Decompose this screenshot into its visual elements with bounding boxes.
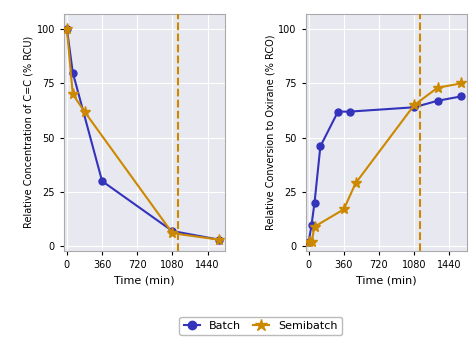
X-axis label: Time (min): Time (min) — [356, 275, 417, 285]
X-axis label: Time (min): Time (min) — [114, 275, 175, 285]
Legend: Batch, Semibatch: Batch, Semibatch — [179, 317, 342, 335]
Y-axis label: Relative Conversion to Oxirane (% RCO): Relative Conversion to Oxirane (% RCO) — [265, 34, 275, 230]
Y-axis label: Relative Concentration of C=C (% RCU): Relative Concentration of C=C (% RCU) — [24, 36, 34, 228]
